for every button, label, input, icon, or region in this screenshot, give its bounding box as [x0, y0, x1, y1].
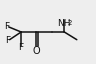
Text: 2: 2	[67, 20, 72, 26]
Text: F: F	[4, 22, 9, 31]
Text: F: F	[19, 44, 24, 52]
Text: O: O	[33, 46, 40, 56]
Text: NH: NH	[58, 19, 71, 28]
Text: F: F	[5, 36, 10, 45]
